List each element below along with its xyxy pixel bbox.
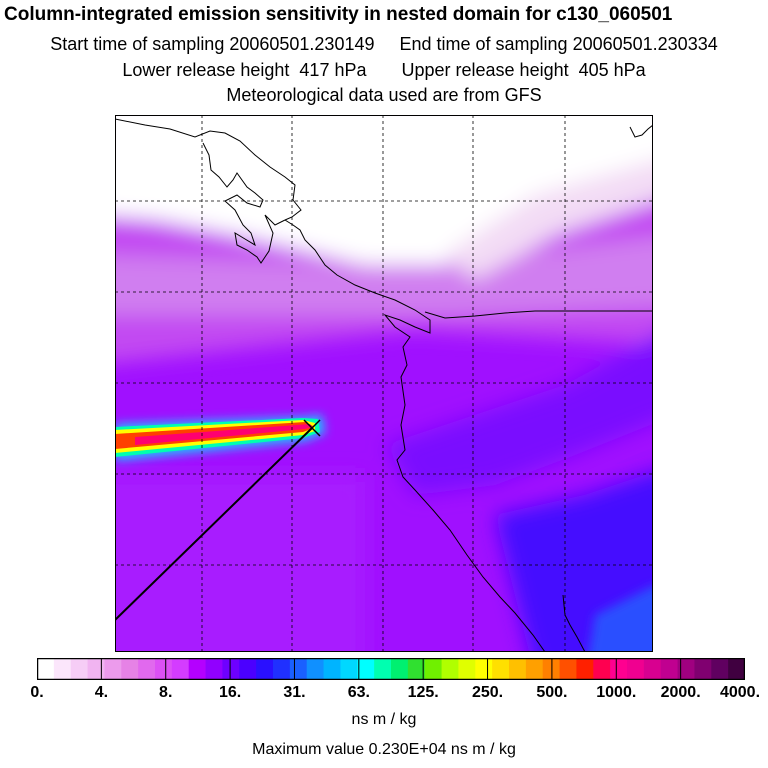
sampling-time-info: Start time of sampling 20060501.230149 E…: [50, 34, 718, 54]
color-scale-swatch: [424, 658, 443, 680]
color-scale-swatch: [593, 658, 611, 680]
color-scale-tick-label: 16.: [218, 684, 242, 701]
color-scale-swatch: [323, 658, 341, 680]
field-white-streak: [445, 161, 653, 280]
sensitivity-map: [115, 115, 653, 652]
color-scale-tick-label: 1000.: [596, 684, 637, 701]
color-scale-tick-label: 63.: [347, 684, 370, 701]
color-scale-tick-label: 2000.: [660, 684, 701, 701]
color-scale-tick-label: 4000.: [719, 684, 761, 701]
color-scale-swatch: [273, 658, 291, 680]
color-scale-swatch: [576, 658, 594, 680]
color-scale-swatch: [660, 658, 679, 680]
color-scale-swatch: [677, 658, 695, 680]
field-violet-lower-left: [115, 475, 365, 652]
color-scale-tick-label: 125.: [407, 684, 439, 701]
emission-plume: [115, 415, 325, 461]
color-scale-swatch: [188, 658, 207, 680]
color-scale-swatch: [104, 658, 122, 680]
color-scale-swatch: [121, 658, 139, 680]
color-scale-swatch: [357, 658, 375, 680]
flight-track: [115, 427, 313, 621]
color-scale-swatch: [441, 658, 459, 680]
color-scale-swatch: [205, 658, 223, 680]
color-scale-tick-label: 0.: [30, 684, 44, 701]
color-scale-swatch: [711, 658, 729, 680]
color-scale-swatch: [306, 658, 325, 680]
color-scale-swatch: [138, 658, 156, 680]
color-scale-swatch: [627, 658, 645, 680]
color-scale-units: ns m / kg: [351, 711, 417, 728]
color-scale-tick-label: 250.: [471, 684, 504, 701]
color-scale-swatch: [256, 658, 274, 680]
field-blue-corner: [588, 586, 653, 652]
color-scale-swatch: [289, 658, 308, 680]
color-scale-swatch: [475, 658, 493, 680]
color-scale-tick-label: 31.: [283, 684, 306, 701]
color-scale-swatch: [155, 658, 173, 680]
color-scale-swatch: [694, 658, 712, 680]
color-scale-tick-label: 8.: [159, 684, 173, 701]
color-scale-swatch: [525, 658, 544, 680]
map-title: Column-integrated emission sensitivity i…: [4, 4, 673, 25]
color-scale-swatch: [643, 658, 662, 680]
color-scale-swatch: [171, 658, 190, 680]
color-scale-swatch: [610, 658, 628, 680]
field-blue-band: [385, 337, 653, 495]
release-location-marker: [303, 419, 321, 437]
color-scale-swatch: [391, 658, 409, 680]
color-scale-swatch: [728, 658, 745, 680]
color-scale-swatch: [239, 658, 257, 680]
color-scale-swatch: [222, 658, 240, 680]
color-scale-tick-label: 4.: [94, 684, 109, 701]
color-scale-swatch: [492, 658, 510, 680]
color-scale-swatch: [509, 658, 527, 680]
color-scale-swatch: [559, 658, 577, 680]
color-scale-swatch: [340, 658, 358, 680]
field-pale-band: [115, 237, 653, 315]
meteorological-data-info: Meteorological data used are from GFS: [226, 85, 542, 105]
color-scale-bar: [37, 658, 745, 680]
color-scale-swatch: [374, 658, 392, 680]
color-scale-tick-label: 500.: [536, 684, 568, 701]
color-scale-swatch: [458, 658, 476, 680]
color-scale-swatch: [87, 658, 105, 680]
color-scale-swatch: [70, 658, 89, 680]
field-white-region: [115, 115, 653, 265]
maximum-value-label: Maximum value 0.230E+04 ns m / kg: [252, 741, 516, 758]
release-height-info: Lower release height 417 hPa Upper relea…: [122, 60, 646, 80]
color-scale-swatch: [53, 658, 72, 680]
color-scale-swatch: [542, 658, 561, 680]
coastline: [115, 118, 653, 652]
color-scale-swatch: [37, 658, 55, 680]
color-scale-swatch: [407, 658, 426, 680]
